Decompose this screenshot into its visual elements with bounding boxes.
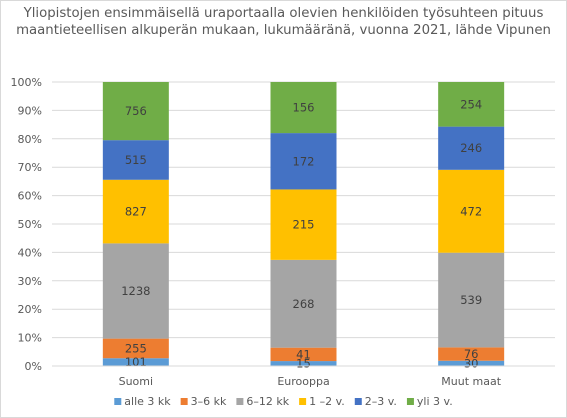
- y-tick-label: 10%: [18, 332, 42, 345]
- y-tick-label: 80%: [18, 133, 42, 146]
- legend-item: 1 –2 v.: [299, 395, 345, 408]
- bar-segment: [270, 361, 337, 366]
- legend-label: 2–3 v.: [365, 395, 397, 408]
- data-label: 268: [293, 297, 315, 311]
- data-label: 156: [293, 101, 315, 115]
- y-tick-label: 70%: [18, 161, 42, 174]
- data-label: 76: [464, 347, 479, 361]
- bar-segment: [438, 82, 505, 127]
- bar-segment: [102, 179, 169, 244]
- y-tick-label: 90%: [18, 104, 42, 117]
- legend: alle 3 kk 3–6 kk 6–12 kk 1 –2 v. 2–3 v. yli 3…: [114, 395, 453, 408]
- data-label: 472: [460, 204, 482, 218]
- legend-swatch: [236, 398, 244, 405]
- legend-swatch: [180, 398, 188, 405]
- data-label: 215: [293, 218, 315, 232]
- y-tick-label: 0%: [25, 360, 42, 373]
- bar-segment: [102, 358, 169, 366]
- x-tick-label: Suomi: [119, 375, 153, 388]
- data-label: 246: [460, 141, 482, 155]
- y-tick-label: 30%: [18, 275, 42, 288]
- x-tick-label: Eurooppa: [277, 375, 329, 388]
- data-label: 30: [464, 356, 479, 370]
- legend-label: 6–12 kk: [246, 395, 289, 408]
- legend-label: alle 3 kk: [124, 395, 171, 408]
- bar-segment: [102, 82, 169, 141]
- y-tick-label: 40%: [18, 246, 42, 259]
- data-label: 15: [296, 357, 311, 371]
- data-label: 255: [125, 341, 147, 355]
- bar-segment: [438, 347, 505, 361]
- bar-segment: [102, 243, 169, 339]
- y-tick-label: 60%: [18, 190, 42, 203]
- bar-segment: [102, 140, 169, 180]
- bar-segment: [438, 169, 505, 253]
- chart-title: Yliopistojen ensimmäisellä uraportaalla …: [16, 6, 551, 38]
- legend-swatch: [299, 398, 307, 405]
- data-label: 101: [125, 355, 147, 369]
- legend-label: yli 3 v.: [417, 395, 453, 408]
- legend-item: 6–12 kk: [236, 395, 290, 408]
- bar-segment: [270, 189, 337, 260]
- data-label: 756: [125, 104, 147, 118]
- bar-segment: [438, 360, 505, 366]
- x-tick-label: Muut maat: [441, 375, 501, 388]
- y-tick-label: 20%: [18, 303, 42, 316]
- bar-segment: [270, 82, 337, 134]
- legend-label: 1 –2 v.: [309, 395, 345, 408]
- legend-swatch: [354, 398, 362, 405]
- bar-segment: [438, 126, 505, 170]
- legend-item: yli 3 v.: [406, 395, 453, 408]
- data-label: 254: [460, 97, 482, 111]
- axes: 0% 10% 20% 30% 40% 50% 60% 70% 80% 90% 100% Suomi Eu…: [11, 76, 555, 388]
- bars: [102, 82, 505, 366]
- data-label: 827: [125, 205, 147, 219]
- legend-swatch: [114, 398, 122, 405]
- data-label: 172: [293, 154, 315, 168]
- bar-segment: [270, 347, 337, 362]
- data-label: 515: [125, 153, 147, 167]
- bar-segment: [438, 252, 505, 348]
- data-label: 41: [296, 347, 311, 361]
- legend-label: 3–6 kk: [191, 395, 227, 408]
- data-label: 1238: [121, 284, 150, 298]
- data-label: 539: [460, 293, 482, 307]
- legend-item: alle 3 kk: [114, 395, 171, 408]
- bar-segment: [102, 338, 169, 359]
- legend-item: 3–6 kk: [180, 395, 227, 408]
- bar-segment: [270, 133, 337, 190]
- y-tick-label: 50%: [18, 218, 42, 231]
- legend-item: 2–3 v.: [354, 395, 397, 408]
- bar-segment: [270, 259, 337, 348]
- legend-swatch: [406, 398, 414, 405]
- y-tick-label: 100%: [11, 76, 42, 89]
